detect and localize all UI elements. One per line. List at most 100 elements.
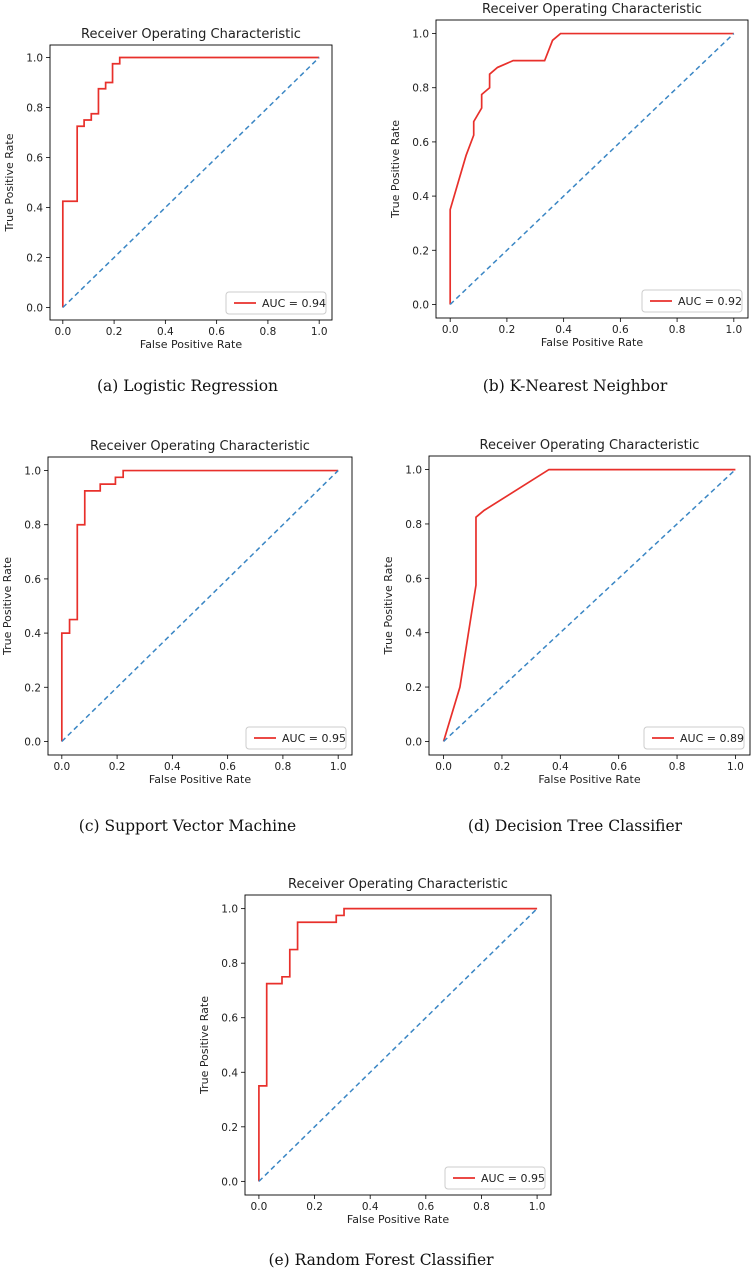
chart-panel-k-nearest-neighbor: Receiver Operating Characteristic 0.0 0.2 0… — [376, 0, 751, 400]
plot-frame — [435, 19, 749, 319]
chart-title: Receiver Operating Characteristic — [90, 439, 310, 454]
y-tick-label: 0.6 — [24, 574, 41, 586]
x-tick-label: 0.6 — [612, 324, 629, 336]
chart-title: Receiver Operating Characteristic — [81, 27, 301, 42]
chance-diagonal-line — [443, 469, 736, 742]
x-tick-label: 0.0 — [435, 761, 452, 773]
x-tick-label: 0.8 — [275, 761, 292, 773]
y-tick-label: 0.8 — [24, 520, 41, 532]
x-tick-label: 1.0 — [725, 324, 742, 336]
y-tick-label: 1.0 — [412, 29, 429, 41]
x-tick-label: 0.6 — [417, 1201, 434, 1213]
y-tick-label: 0.4 — [221, 1067, 238, 1079]
roc-chart-svg: Receiver Operating Characteristic 0.0 0.2 0… — [198, 877, 552, 1226]
legend: AUC = 0.95 — [444, 1166, 546, 1190]
x-tick-label: 0.4 — [157, 326, 174, 338]
series-group — [258, 907, 538, 1182]
chart-title: Receiver Operating Characteristic — [288, 877, 508, 892]
y-tick-label: 0.0 — [405, 736, 422, 748]
y-tick-label: 0.6 — [405, 573, 422, 585]
plot-frame — [244, 894, 552, 1196]
y-tick-label: 1.0 — [221, 904, 238, 916]
y-axis-label: True Positive Rate — [198, 996, 211, 1095]
chance-diagonal-line — [61, 470, 339, 742]
x-tick-label: 0.8 — [669, 761, 686, 773]
y-tick-label: 0.8 — [412, 83, 429, 95]
y-tick-label: 0.2 — [26, 253, 43, 265]
chart-panel-random-forest: Receiver Operating Characteristic 0.0 0.2 0… — [190, 865, 560, 1280]
roc-curve-line — [442, 468, 736, 742]
x-tick-label: 1.0 — [330, 761, 347, 773]
x-tick-label: 0.6 — [208, 326, 225, 338]
figure-caption: (e) Random Forest Classifier — [268, 1251, 494, 1269]
roc-chart-svg: Receiver Operating Characteristic 0.0 0.2 0… — [382, 438, 751, 786]
legend-box — [641, 289, 743, 313]
legend: AUC = 0.89 — [643, 726, 745, 750]
y-tick-label: 0.4 — [26, 203, 43, 215]
roc-curve-line — [61, 56, 320, 308]
x-tick-label: 0.4 — [552, 761, 569, 773]
x-tick-label: 0.2 — [494, 761, 511, 773]
legend: AUC = 0.92 — [641, 289, 743, 313]
figure-caption: (d) Decision Tree Classifier — [467, 817, 683, 835]
figure-caption: (a) Logistic Regression — [96, 377, 279, 395]
roc-chart-svg: Receiver Operating Characteristic 0.0 0.2 0… — [3, 27, 333, 351]
y-tick-label: 0.0 — [26, 303, 43, 315]
legend-label: AUC = 0.95 — [282, 732, 346, 745]
y-tick-label: 0.4 — [412, 191, 429, 203]
y-tick-label: 0.0 — [24, 736, 41, 748]
y-axis-label: True Positive Rate — [382, 556, 395, 655]
legend: AUC = 0.94 — [225, 291, 327, 315]
y-tick-label: 0.0 — [221, 1176, 238, 1188]
x-tick-label: 0.2 — [109, 761, 126, 773]
x-tick-label: 0.2 — [306, 1201, 323, 1213]
legend-box — [643, 726, 745, 750]
plot-frame — [47, 456, 353, 756]
x-axis-label: False Positive Rate — [538, 773, 640, 786]
roc-curve-line — [258, 907, 538, 1182]
chart-panel-decision-tree: Receiver Operating Characteristic 0.0 0.2 0… — [376, 430, 751, 850]
legend-box — [245, 726, 347, 750]
x-tick-label: 0.0 — [251, 1201, 268, 1213]
x-tick-label: 0.6 — [610, 761, 627, 773]
series-group — [449, 32, 735, 305]
y-tick-label: 0.8 — [26, 103, 43, 115]
y-tick-label: 0.0 — [412, 299, 429, 311]
x-tick-label: 0.0 — [53, 761, 70, 773]
roc-chart-svg: Receiver Operating Characteristic 0.0 0.2 0… — [389, 2, 749, 349]
series-group — [442, 468, 736, 742]
y-tick-label: 1.0 — [26, 53, 43, 65]
plot-frame — [49, 44, 333, 321]
chart-panel-logistic-regression: Receiver Operating Characteristic 0.0 0.2 0… — [0, 0, 350, 400]
x-tick-label: 1.0 — [727, 761, 744, 773]
y-tick-label: 0.2 — [221, 1122, 238, 1134]
x-axis-label: False Positive Rate — [149, 773, 251, 786]
plot-frame — [428, 455, 751, 756]
y-tick-label: 1.0 — [24, 466, 41, 478]
x-tick-label: 0.8 — [669, 324, 686, 336]
legend-label: AUC = 0.92 — [678, 295, 742, 308]
y-tick-label: 0.2 — [405, 682, 422, 694]
x-tick-label: 0.8 — [260, 326, 277, 338]
y-tick-label: 0.8 — [221, 958, 238, 970]
roc-chart-svg: Receiver Operating Characteristic 0.0 0.2 0… — [1, 439, 353, 786]
x-tick-label: 0.2 — [106, 326, 123, 338]
x-tick-label: 1.0 — [529, 1201, 546, 1213]
legend-box — [444, 1166, 546, 1190]
chart-title: Receiver Operating Characteristic — [482, 2, 702, 17]
y-axis-label: True Positive Rate — [1, 557, 14, 656]
x-tick-label: 1.0 — [311, 326, 328, 338]
y-tick-label: 1.0 — [405, 465, 422, 477]
roc-curve-line — [449, 32, 734, 305]
chance-diagonal-line — [258, 908, 538, 1182]
series-group — [61, 56, 320, 309]
y-tick-label: 0.4 — [24, 628, 41, 640]
roc-curve-line — [60, 469, 339, 742]
chart-title: Receiver Operating Characteristic — [480, 438, 700, 453]
figure-caption: (c) Support Vector Machine — [78, 817, 297, 835]
chart-panel-support-vector-machine: Receiver Operating Characteristic 0.0 0.2 0… — [0, 430, 360, 850]
y-tick-label: 0.2 — [412, 245, 429, 257]
y-axis-label: True Positive Rate — [3, 133, 16, 232]
x-tick-label: 0.0 — [442, 324, 459, 336]
y-axis-label: True Positive Rate — [389, 120, 402, 219]
